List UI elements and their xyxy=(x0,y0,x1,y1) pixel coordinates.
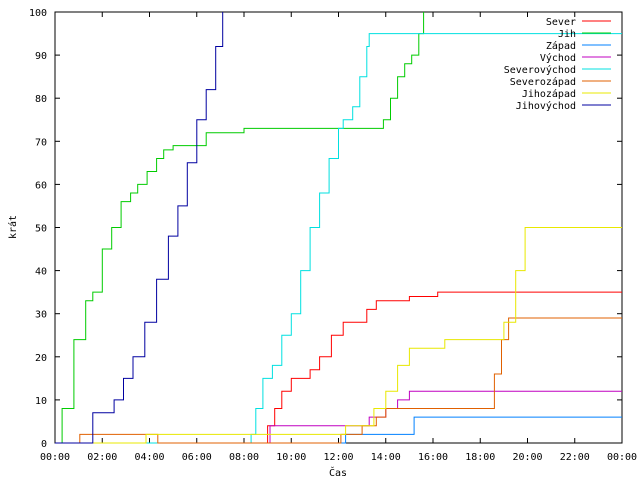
y-tick-label: 70 xyxy=(35,137,47,148)
series-line-5 xyxy=(55,33,622,444)
x-tick-label: 18:00 xyxy=(465,452,495,463)
series-line-2 xyxy=(55,12,425,444)
series-line-1 xyxy=(55,291,622,444)
y-tick-label: 50 xyxy=(35,224,47,235)
legend-label: Jihozápad xyxy=(522,88,576,100)
series-line-8 xyxy=(55,12,224,444)
y-tick-label: 60 xyxy=(35,180,47,191)
legend-label: Západ xyxy=(546,40,576,52)
series-line-3 xyxy=(55,416,622,444)
x-tick-label: 02:00 xyxy=(87,452,117,463)
legend-label: Jih xyxy=(558,29,576,40)
y-tick-label: 100 xyxy=(29,8,47,19)
y-tick-label: 0 xyxy=(41,439,47,450)
x-tick-label: 20:00 xyxy=(512,452,542,463)
x-tick-label: 04:00 xyxy=(134,452,164,463)
x-axis-title: Čas xyxy=(329,466,347,479)
x-tick-label: 08:00 xyxy=(229,452,259,463)
x-tick-label: 16:00 xyxy=(418,452,448,463)
legend-label: Sever xyxy=(546,17,576,28)
legend-label: Severovýchod xyxy=(504,64,576,76)
series-lines xyxy=(55,12,622,444)
x-tick-label: 00:00 xyxy=(40,452,70,463)
x-tick-label: 00:00 xyxy=(607,452,637,463)
legend-label: Jihovýchod xyxy=(516,100,576,112)
y-tick-label: 90 xyxy=(35,51,47,62)
y-tick-label: 30 xyxy=(35,310,47,321)
y-axis-title: krát xyxy=(7,215,19,239)
y-tick-label: 10 xyxy=(35,396,47,407)
x-tick-label: 14:00 xyxy=(371,452,401,463)
x-tick-label: 22:00 xyxy=(560,452,590,463)
x-tick-label: 06:00 xyxy=(182,452,212,463)
x-tick-label: 10:00 xyxy=(276,452,306,463)
axis-ticks: 00:00 02:00 04:00 06:00 08:00 10:00 12:00 14:00… xyxy=(29,8,637,463)
y-tick-label: 20 xyxy=(35,353,47,364)
legend: SeverJihZápadVýchodSeverovýchodSeverozáp… xyxy=(504,17,611,112)
legend-label: Severozápad xyxy=(510,76,576,88)
y-tick-label: 40 xyxy=(35,267,47,278)
legend-label: Východ xyxy=(540,52,576,64)
series-line-7 xyxy=(55,227,622,444)
x-tick-label: 12:00 xyxy=(323,452,353,463)
y-tick-label: 80 xyxy=(35,94,47,105)
